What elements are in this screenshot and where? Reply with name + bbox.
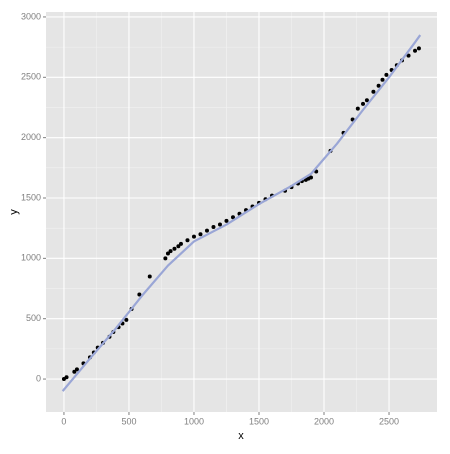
- point: [64, 375, 69, 380]
- point: [380, 77, 385, 82]
- point: [355, 106, 360, 111]
- point: [384, 72, 389, 77]
- y-tick-label: 1000: [21, 253, 41, 263]
- point: [191, 234, 196, 239]
- point: [163, 256, 168, 261]
- point: [309, 175, 314, 180]
- y-tick-label: 3000: [21, 11, 41, 21]
- point: [413, 48, 418, 53]
- point: [178, 241, 183, 246]
- point: [224, 218, 229, 223]
- point: [185, 238, 190, 243]
- point: [172, 246, 177, 251]
- point: [165, 251, 170, 256]
- point: [198, 232, 203, 237]
- point: [147, 274, 152, 279]
- point: [124, 317, 129, 322]
- point: [204, 228, 209, 233]
- y-tick-label: 2500: [21, 72, 41, 82]
- point: [361, 101, 366, 106]
- point: [211, 224, 216, 229]
- x-tick-label: 0: [61, 416, 66, 426]
- point: [406, 53, 411, 58]
- y-axis-label: y: [8, 209, 20, 215]
- y-tick-label: 2000: [21, 132, 41, 142]
- point: [230, 215, 235, 220]
- y-tick-label: 500: [26, 313, 41, 323]
- point: [376, 83, 381, 88]
- point: [72, 369, 77, 374]
- x-tick-label: 1500: [249, 416, 269, 426]
- y-tick-label: 0: [36, 373, 41, 383]
- point: [371, 89, 376, 94]
- point: [74, 367, 79, 372]
- smooth-line: [61, 34, 422, 392]
- x-tick-label: 2500: [379, 416, 399, 426]
- x-tick-label: 2000: [314, 416, 334, 426]
- point: [364, 98, 369, 103]
- x-tick-label: 500: [121, 416, 136, 426]
- point: [137, 292, 142, 297]
- x-axis-label: x: [238, 430, 244, 442]
- point: [168, 249, 173, 254]
- point: [217, 222, 222, 227]
- x-tick-label: 1000: [184, 416, 204, 426]
- panel: [46, 12, 437, 412]
- point: [416, 46, 421, 51]
- y-tick-label: 1500: [21, 192, 41, 202]
- point: [176, 244, 181, 249]
